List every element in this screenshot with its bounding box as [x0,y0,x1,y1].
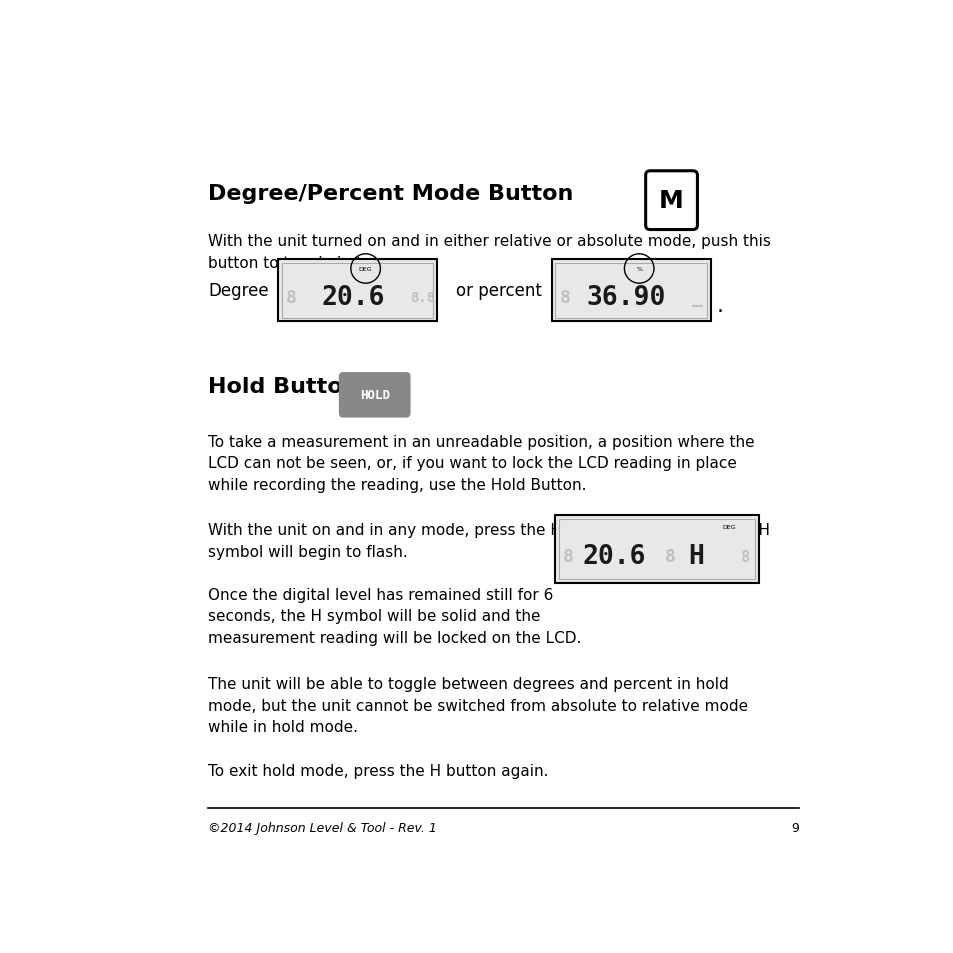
Text: With the unit on and in any mode, press the H button one time and the H
symbol w: With the unit on and in any mode, press … [208,522,769,558]
Text: DEG: DEG [721,524,736,529]
Text: 8: 8 [559,289,570,307]
FancyBboxPatch shape [645,172,697,231]
Text: The unit will be able to toggle between degrees and percent in hold
mode, but th: The unit will be able to toggle between … [208,677,747,735]
FancyBboxPatch shape [278,259,436,322]
Text: or percent: or percent [456,282,541,300]
Text: 20.6: 20.6 [582,544,646,570]
Text: To exit hold mode, press the H button again.: To exit hold mode, press the H button ag… [208,763,548,778]
Text: HOLD: HOLD [359,389,389,402]
FancyBboxPatch shape [551,259,710,322]
Text: 8: 8 [286,289,296,307]
Text: 8: 8 [664,548,675,566]
Text: M: M [659,189,683,213]
Text: 9: 9 [791,821,799,834]
Text: 36.90: 36.90 [586,285,665,312]
FancyBboxPatch shape [555,516,758,583]
Text: _: _ [691,289,702,307]
Text: Degree: Degree [208,282,269,300]
Text: Hold Button: Hold Button [208,377,358,397]
Text: Once the digital level has remained still for 6
seconds, the H symbol will be so: Once the digital level has remained stil… [208,587,580,645]
Text: H: H [687,544,703,570]
Text: 8: 8 [740,549,749,564]
FancyBboxPatch shape [338,373,410,418]
Text: ©2014 Johnson Level & Tool - Rev. 1: ©2014 Johnson Level & Tool - Rev. 1 [208,821,436,834]
Text: 20.6: 20.6 [321,285,384,312]
Text: With the unit turned on and in either relative or absolute mode, push this
butto: With the unit turned on and in either re… [208,234,770,271]
Text: To take a measurement in an unreadable position, a position where the
LCD can no: To take a measurement in an unreadable p… [208,435,754,493]
Text: %: % [636,267,641,272]
Text: 8: 8 [563,548,574,566]
Text: Degree/Percent Mode Button: Degree/Percent Mode Button [208,184,573,204]
Text: .: . [716,296,723,316]
Text: DEG: DEG [358,267,372,272]
Text: 8.8: 8.8 [410,292,435,305]
